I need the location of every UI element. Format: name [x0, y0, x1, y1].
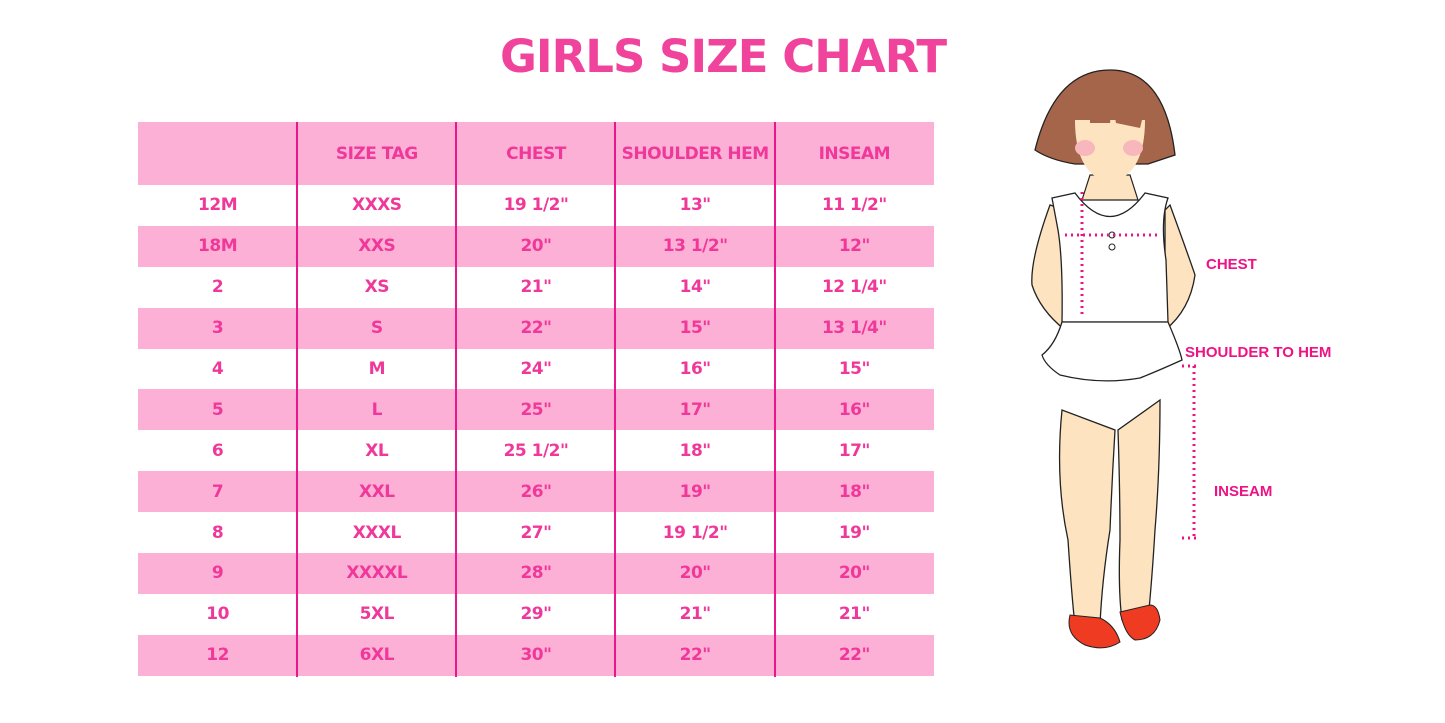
- table-cell: L: [371, 399, 383, 420]
- table-cell: 3: [211, 318, 224, 339]
- girl-figure-icon: [1031, 69, 1200, 649]
- column-divider: [455, 122, 457, 677]
- table-cell: 22": [838, 645, 871, 666]
- table-cell: 19": [838, 522, 871, 543]
- table-cell: S: [370, 318, 383, 339]
- table-cell: 20": [838, 563, 871, 584]
- table-cell: 17": [838, 440, 871, 461]
- table-row: 10 5XL 29" 21" 21": [138, 594, 934, 635]
- table-cell: 15": [838, 359, 871, 379]
- column-header: SIZE TAG: [335, 143, 418, 164]
- table-cell: 5: [211, 399, 224, 420]
- table-cell: 12 1/4": [821, 277, 887, 298]
- table-cell: 16": [838, 399, 871, 420]
- table-cell: 29": [520, 604, 552, 625]
- size-table: SIZE TAG CHEST SHOULDER HEM INSEAM 12M XXXS 1…: [138, 122, 934, 677]
- column-header: SHOULDER HEM: [621, 143, 770, 164]
- table-cell: XS: [364, 277, 390, 298]
- table-cell: 28": [520, 563, 552, 584]
- table-cell: 13 1/4": [821, 318, 887, 339]
- table-row: 7 XXL 26" 19" 18": [138, 471, 934, 513]
- table-cell: 26": [520, 481, 552, 502]
- table-cell: 21": [679, 604, 712, 625]
- column-header: [138, 122, 297, 185]
- table-cell: 27": [520, 522, 552, 543]
- table-cell: 13": [679, 195, 712, 216]
- table-cell: XXS: [358, 236, 396, 257]
- table-cell: 25 1/2": [503, 440, 569, 461]
- table-cell: 11 1/2": [821, 195, 887, 216]
- table-cell: 15": [679, 318, 712, 339]
- girl-measurement-illustration: CHEST SHOULDER TO HEM INSEAM: [1020, 60, 1380, 674]
- table-cell: 13 1/2": [662, 236, 728, 257]
- table-cell: XXL: [359, 481, 395, 502]
- table-cell: XXXS: [351, 195, 402, 216]
- column-header: CHEST: [506, 143, 566, 164]
- column-divider: [774, 122, 776, 677]
- table-cell: 18": [838, 481, 871, 502]
- table-cell: 5XL: [359, 604, 395, 625]
- column-divider: [614, 122, 616, 677]
- table-cell: 22": [679, 645, 712, 666]
- table-cell: 21": [838, 604, 871, 625]
- table-cell: 18": [679, 440, 712, 461]
- table-cell: 12": [838, 236, 871, 257]
- table-cell: 9: [211, 563, 224, 584]
- table-cell: 16": [679, 359, 712, 379]
- column-header: INSEAM: [818, 143, 891, 164]
- table-cell: 19": [679, 481, 712, 502]
- table-cell: 20": [520, 236, 552, 257]
- table-row: 2 XS 21" 14" 12 1/4": [138, 267, 934, 308]
- table-row: 3 S 22" 15" 13 1/4": [138, 307, 934, 349]
- table-cell: 10: [206, 604, 229, 625]
- table-cell: 8: [211, 522, 224, 543]
- table-row: 8 XXXL 27" 19 1/2" 19": [138, 512, 934, 553]
- table-cell: M: [368, 359, 386, 379]
- table-cell: 6XL: [359, 645, 395, 666]
- table-cell: 2: [211, 277, 224, 298]
- table-cell: 25": [520, 399, 552, 420]
- table-row: 12 6XL 30" 22" 22": [138, 634, 934, 676]
- table-cell: XXXXL: [346, 563, 408, 584]
- table-cell: 24": [520, 359, 552, 379]
- table-cell: 12M: [198, 195, 238, 216]
- table-cell: 21": [520, 277, 552, 298]
- table-cell: 7: [211, 481, 224, 502]
- column-divider: [296, 122, 298, 677]
- table-cell: 19 1/2": [662, 522, 728, 543]
- table-cell: 17": [679, 399, 712, 420]
- table-cell: 22": [520, 318, 552, 339]
- shoulder-to-hem-label: SHOULDER TO HEM: [1185, 344, 1332, 361]
- table-cell: 12: [206, 645, 229, 666]
- table-row: 12M XXXS 19 1/2" 13" 11 1/2": [138, 185, 934, 226]
- table-cell: 19 1/2": [503, 195, 569, 216]
- page-title: GIRLS SIZE CHART: [499, 30, 947, 83]
- table-row: 18M XXS 20" 13 1/2" 12": [138, 225, 934, 267]
- table-row: 4 M 24" 16" 15": [138, 349, 934, 390]
- inseam-label: INSEAM: [1214, 483, 1273, 500]
- table-cell: 14": [679, 277, 712, 298]
- table-cell: 4: [211, 359, 224, 379]
- table-cell: XL: [365, 440, 389, 461]
- table-cell: 18M: [198, 236, 238, 257]
- table-row: 5 L 25" 17" 16": [138, 389, 934, 431]
- table-cell: 30": [520, 645, 552, 666]
- table-header: SIZE TAG CHEST SHOULDER HEM INSEAM: [138, 122, 934, 185]
- table-row: 6 XL 25 1/2" 18" 17": [138, 430, 934, 471]
- table-cell: 6: [211, 440, 224, 461]
- table-cell: 20": [679, 563, 712, 584]
- table-row: 9 XXXXL 28" 20" 20": [138, 553, 934, 594]
- table-cell: XXXL: [352, 522, 402, 543]
- chest-label: CHEST: [1206, 256, 1257, 273]
